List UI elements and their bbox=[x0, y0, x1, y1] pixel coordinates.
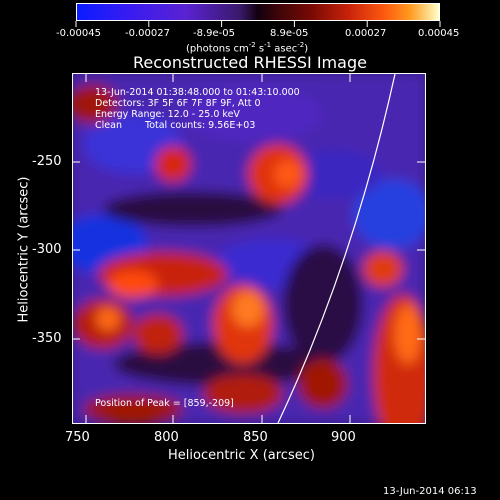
time-range: 13-Jun-2014 01:38:48.000 to 01:43:10.000 bbox=[95, 87, 300, 98]
x-tick-label: 750 bbox=[65, 430, 90, 445]
total-counts: Total counts: 9.56E+03 bbox=[145, 120, 256, 131]
units-sup: -2 bbox=[248, 41, 256, 49]
detectors: Detectors: 3F 5F 6F 7F 8F 9F, Att 0 bbox=[95, 98, 261, 109]
colorbar-tick-label: 0.00027 bbox=[345, 28, 387, 39]
colorbar-units: (photons cm-2 s-1 asec-2) bbox=[186, 40, 308, 54]
units-text: (photons cm bbox=[186, 43, 249, 55]
image-canvas bbox=[73, 74, 425, 423]
energy-range: Energy Range: 12.0 - 25.0 keV bbox=[95, 109, 240, 120]
y-tick-label: -250 bbox=[32, 154, 62, 169]
units-sup: -2 bbox=[297, 41, 305, 49]
x-axis-label: Heliocentric X (arcsec) bbox=[168, 448, 315, 463]
units-sup: -1 bbox=[264, 41, 272, 49]
colorbar-tick-label: 8.9e-05 bbox=[270, 28, 309, 39]
rhessi-image bbox=[72, 73, 426, 424]
x-tick-label: 850 bbox=[243, 430, 268, 445]
x-tick-label: 900 bbox=[331, 430, 356, 445]
y-axis-label: Heliocentric Y (arcsec) bbox=[16, 176, 32, 323]
colorbar-tick-label: -0.00045 bbox=[56, 28, 101, 39]
colorbar-tick-label: -8.9e-05 bbox=[193, 28, 235, 39]
units-text: ) bbox=[304, 43, 309, 55]
colorbar-tick-label: 0.00045 bbox=[418, 28, 460, 39]
solar-limb-line bbox=[277, 74, 396, 423]
x-tick-label: 800 bbox=[154, 430, 179, 445]
units-text: s bbox=[255, 43, 265, 55]
colorbar-tick-label: -0.00027 bbox=[125, 28, 170, 39]
method: Clean bbox=[95, 120, 122, 131]
footer-timestamp: 13-Jun-2014 06:13 bbox=[383, 486, 477, 497]
plot-title: Reconstructed RHESSI Image bbox=[133, 53, 367, 72]
peak-position: Position of Peak = [859,-209] bbox=[95, 398, 234, 409]
y-tick-label: -350 bbox=[32, 331, 62, 346]
colorbar bbox=[76, 3, 440, 21]
colorbar-ticks bbox=[75, 21, 441, 27]
units-text: asec bbox=[271, 43, 298, 55]
y-tick-label: -300 bbox=[32, 242, 62, 257]
